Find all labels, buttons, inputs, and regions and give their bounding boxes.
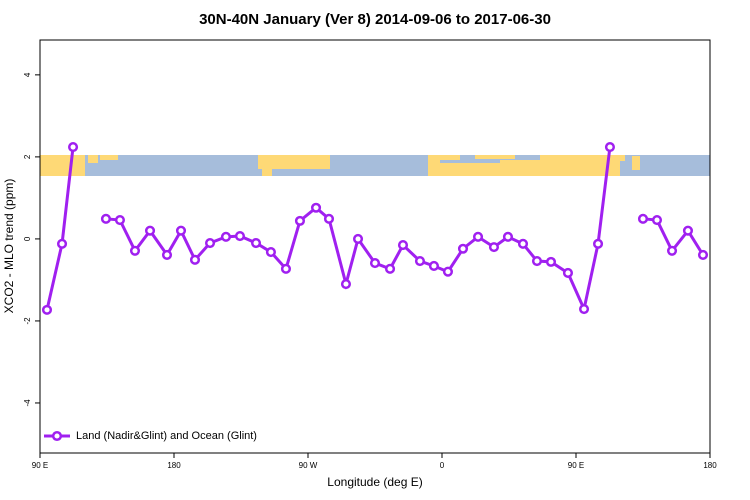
- point: [294, 215, 306, 226]
- point: [323, 213, 335, 224]
- point: [340, 278, 352, 290]
- point: [428, 260, 440, 272]
- point: [472, 231, 484, 242]
- point: [310, 202, 322, 213]
- y-tick-label: 4: [23, 72, 32, 77]
- point: [414, 256, 426, 267]
- point: [578, 303, 590, 315]
- map-strip: [40, 155, 710, 176]
- point: [352, 233, 364, 244]
- y-tick-label: 2: [23, 154, 32, 159]
- y-axis-label: XCO2 - MLO trend (ppm): [2, 179, 16, 314]
- point: [234, 230, 246, 242]
- point: [114, 214, 126, 226]
- legend-label: Land (Nadir&Glint) and Ocean (Glint): [76, 430, 257, 442]
- point: [144, 225, 156, 236]
- x-tick-label: 90 E: [568, 461, 584, 470]
- point: [161, 249, 173, 260]
- chart-title: 30N-40N January (Ver 8) 2014-09-06 to 20…: [199, 11, 551, 28]
- point: [562, 267, 574, 279]
- point: [189, 254, 201, 265]
- point: [682, 225, 694, 236]
- point: [457, 243, 469, 254]
- point: [637, 213, 649, 224]
- y-tick-label: -4: [23, 399, 32, 407]
- point: [651, 214, 663, 226]
- point: [250, 237, 262, 249]
- point: [384, 263, 396, 274]
- point: [369, 258, 381, 269]
- x-tick-label: 0: [440, 461, 445, 470]
- point: [220, 231, 232, 242]
- point: [68, 141, 79, 153]
- point: [175, 225, 187, 236]
- plot-frame: [39, 39, 711, 454]
- point: [129, 245, 141, 256]
- point: [442, 266, 454, 277]
- y-tick-label: -2: [23, 317, 32, 325]
- legend-marker: [51, 430, 63, 442]
- point: [531, 256, 543, 267]
- point: [100, 213, 112, 224]
- point: [517, 238, 529, 249]
- point: [666, 245, 678, 256]
- point: [280, 263, 292, 274]
- point: [697, 249, 709, 260]
- point: [204, 237, 216, 249]
- point: [592, 238, 604, 249]
- point: [488, 242, 500, 253]
- x-tick-label: 90 E: [32, 461, 48, 470]
- x-tick-label: 90 W: [299, 461, 318, 470]
- point: [545, 256, 557, 267]
- point: [397, 240, 409, 251]
- x-axis-label: Longitude (deg E): [327, 475, 422, 489]
- point: [604, 141, 615, 153]
- point: [41, 304, 53, 315]
- y-tick-label: 0: [23, 236, 32, 241]
- point: [56, 238, 68, 249]
- x-tick-label: 180: [703, 461, 717, 470]
- x-tick-label: 180: [167, 461, 181, 470]
- point: [265, 246, 276, 258]
- point: [502, 231, 514, 242]
